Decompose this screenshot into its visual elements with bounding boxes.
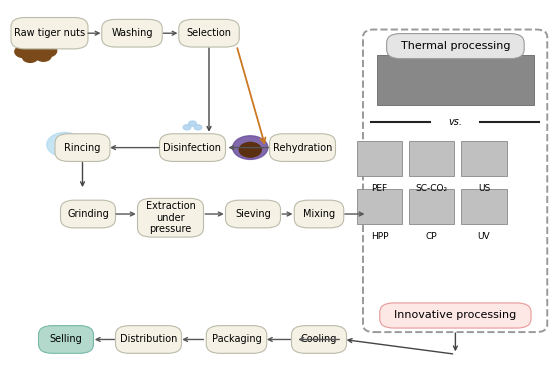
Text: Disinfection: Disinfection xyxy=(163,142,222,153)
Circle shape xyxy=(39,45,57,57)
Text: UV: UV xyxy=(478,232,490,241)
FancyBboxPatch shape xyxy=(409,189,454,224)
Circle shape xyxy=(194,125,202,130)
FancyBboxPatch shape xyxy=(409,141,454,176)
Text: Sieving: Sieving xyxy=(235,209,271,219)
Circle shape xyxy=(47,132,83,157)
Text: Distribution: Distribution xyxy=(120,334,177,345)
Text: Washing: Washing xyxy=(111,28,153,38)
Text: Raw tiger nuts: Raw tiger nuts xyxy=(14,28,85,38)
Text: Rincing: Rincing xyxy=(64,142,101,153)
Circle shape xyxy=(183,125,191,130)
FancyBboxPatch shape xyxy=(55,134,110,162)
Text: Cooling: Cooling xyxy=(301,334,337,345)
FancyBboxPatch shape xyxy=(116,326,182,354)
Text: Extraction
under
pressure: Extraction under pressure xyxy=(146,201,195,234)
Text: vs.: vs. xyxy=(448,117,462,127)
Text: SC-CO₂: SC-CO₂ xyxy=(416,184,448,193)
Circle shape xyxy=(36,51,51,61)
FancyBboxPatch shape xyxy=(292,326,346,354)
Text: US: US xyxy=(478,184,490,193)
Text: HPP: HPP xyxy=(371,232,388,241)
Circle shape xyxy=(23,52,38,62)
FancyBboxPatch shape xyxy=(363,30,547,332)
FancyBboxPatch shape xyxy=(357,189,402,224)
FancyBboxPatch shape xyxy=(60,200,116,228)
Circle shape xyxy=(26,41,46,55)
Circle shape xyxy=(239,142,261,157)
Text: Selection: Selection xyxy=(186,28,232,38)
Text: CP: CP xyxy=(426,232,438,241)
FancyBboxPatch shape xyxy=(206,326,267,354)
Text: Grinding: Grinding xyxy=(67,209,109,219)
FancyBboxPatch shape xyxy=(102,19,162,47)
FancyBboxPatch shape xyxy=(138,199,204,237)
Text: Selling: Selling xyxy=(50,334,82,345)
FancyBboxPatch shape xyxy=(270,134,336,162)
Circle shape xyxy=(189,121,196,126)
FancyBboxPatch shape xyxy=(377,55,534,105)
FancyBboxPatch shape xyxy=(461,189,507,224)
Text: Thermal processing: Thermal processing xyxy=(400,41,510,51)
Text: Rehydration: Rehydration xyxy=(273,142,332,153)
FancyBboxPatch shape xyxy=(39,326,94,354)
FancyBboxPatch shape xyxy=(160,134,226,162)
FancyBboxPatch shape xyxy=(387,34,524,59)
FancyBboxPatch shape xyxy=(461,141,507,176)
FancyBboxPatch shape xyxy=(357,141,402,176)
FancyBboxPatch shape xyxy=(11,17,88,49)
FancyBboxPatch shape xyxy=(379,303,531,328)
FancyBboxPatch shape xyxy=(179,19,239,47)
Text: Mixing: Mixing xyxy=(303,209,335,219)
Circle shape xyxy=(233,136,268,159)
Text: PEF: PEF xyxy=(371,184,388,193)
FancyBboxPatch shape xyxy=(226,200,280,228)
FancyBboxPatch shape xyxy=(294,200,344,228)
Text: Innovative processing: Innovative processing xyxy=(394,310,516,321)
Text: Packaging: Packaging xyxy=(212,334,261,345)
Circle shape xyxy=(15,46,32,58)
